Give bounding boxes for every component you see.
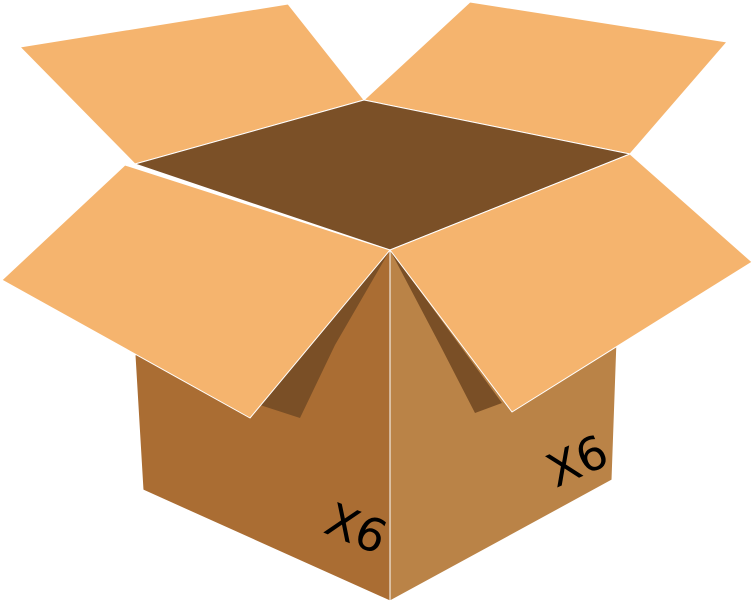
right-inner-shadow <box>390 250 502 413</box>
front-right-flap <box>389 153 752 413</box>
left-inner-shadow <box>260 250 390 418</box>
